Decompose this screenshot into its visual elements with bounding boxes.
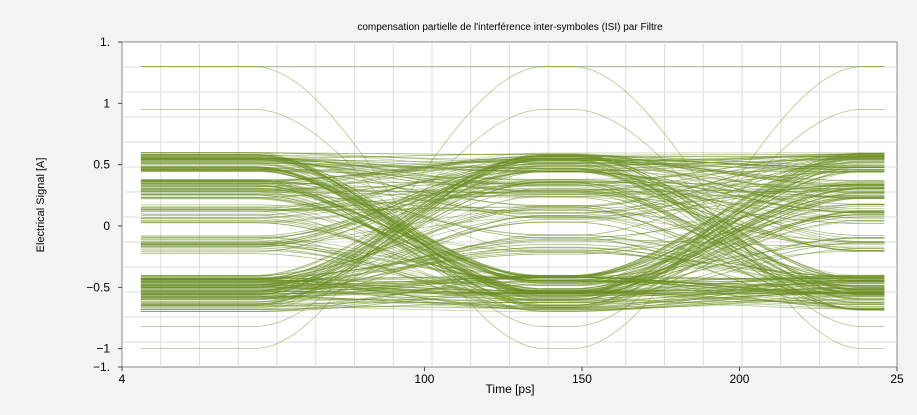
signal-trace bbox=[140, 154, 885, 208]
signal-trace bbox=[140, 159, 885, 253]
signal-traces bbox=[140, 66, 885, 350]
y-tick-label: −1 bbox=[96, 342, 110, 356]
signal-trace bbox=[140, 194, 885, 290]
signal-trace bbox=[140, 155, 885, 309]
y-tick-label: 0.5 bbox=[93, 158, 110, 172]
signal-trace bbox=[140, 278, 885, 310]
signal-trace bbox=[140, 169, 885, 303]
signal-trace bbox=[140, 155, 885, 247]
signal-trace bbox=[140, 182, 885, 300]
y-tick-label: 1. bbox=[100, 35, 110, 49]
signal-trace bbox=[140, 162, 885, 279]
signal-trace bbox=[140, 163, 885, 295]
signal-trace bbox=[140, 159, 885, 295]
signal-trace bbox=[140, 160, 885, 295]
signal-trace bbox=[140, 166, 885, 306]
signal-trace bbox=[140, 181, 885, 295]
axis-ticks: 1. 1 0.5 0 −0.5 −1 −1. 4 100 150 200 25 bbox=[86, 35, 904, 386]
y-tick-label: 1 bbox=[103, 96, 110, 110]
signal-trace bbox=[140, 188, 885, 198]
signal-trace bbox=[140, 281, 885, 292]
signal-trace bbox=[140, 191, 885, 309]
signal-trace bbox=[140, 220, 885, 288]
signal-trace-outlier bbox=[140, 66, 885, 350]
signal-trace bbox=[140, 164, 885, 288]
signal-trace bbox=[140, 156, 885, 290]
signal-trace bbox=[140, 183, 885, 277]
signal-trace bbox=[140, 194, 885, 224]
signal-trace bbox=[140, 152, 885, 295]
y-tick-label: −1. bbox=[93, 360, 110, 374]
signal-trace bbox=[140, 189, 885, 276]
signal-trace bbox=[140, 157, 885, 219]
x-tick-label: 25 bbox=[890, 372, 904, 386]
signal-trace bbox=[140, 160, 885, 311]
signal-trace bbox=[140, 250, 885, 286]
signal-trace bbox=[140, 196, 885, 297]
signal-trace bbox=[140, 163, 885, 306]
signal-trace-outlier bbox=[140, 66, 885, 350]
x-tick-label: 4 bbox=[119, 372, 126, 386]
signal-trace bbox=[140, 167, 885, 287]
signal-trace bbox=[140, 158, 885, 190]
signal-trace bbox=[140, 153, 885, 300]
signal-trace bbox=[140, 281, 885, 310]
signal-trace bbox=[140, 188, 885, 282]
x-axis-label: Time [ps] bbox=[486, 382, 535, 396]
signal-trace bbox=[140, 159, 885, 252]
chart-title: compensation partielle de l'interférence… bbox=[357, 22, 663, 33]
signal-trace bbox=[140, 185, 885, 280]
y-tick-label: −0.5 bbox=[86, 280, 110, 294]
signal-trace bbox=[140, 193, 885, 292]
signal-trace bbox=[140, 152, 885, 194]
signal-trace bbox=[140, 168, 885, 246]
signal-trace bbox=[140, 163, 885, 213]
signal-trace bbox=[140, 180, 885, 298]
signal-trace bbox=[140, 282, 885, 312]
signal-trace bbox=[140, 181, 885, 311]
signal-trace bbox=[140, 158, 885, 209]
signal-trace bbox=[140, 159, 885, 207]
signal-trace bbox=[140, 162, 885, 295]
signal-trace bbox=[140, 157, 885, 214]
signal-trace-outlier bbox=[140, 109, 885, 327]
signal-trace bbox=[140, 158, 885, 306]
x-tick-label: 100 bbox=[414, 372, 434, 386]
signal-trace bbox=[140, 182, 885, 301]
signal-trace bbox=[140, 165, 885, 199]
x-tick-label: 200 bbox=[729, 372, 749, 386]
signal-trace bbox=[140, 171, 885, 195]
signal-trace bbox=[140, 167, 885, 293]
signal-trace bbox=[140, 158, 885, 305]
x-tick-label: 150 bbox=[572, 372, 592, 386]
signal-trace bbox=[140, 285, 885, 296]
signal-trace bbox=[140, 155, 885, 192]
signal-trace bbox=[140, 171, 885, 205]
signal-trace bbox=[140, 155, 885, 240]
signal-trace bbox=[140, 162, 885, 301]
signal-trace bbox=[140, 184, 885, 303]
signal-trace bbox=[140, 183, 885, 279]
signal-trace bbox=[140, 167, 885, 282]
y-axis-label: Electrical Signal [A] bbox=[35, 158, 47, 253]
signal-trace-outlier bbox=[140, 109, 885, 327]
signal-trace bbox=[140, 197, 885, 253]
signal-trace bbox=[140, 153, 885, 238]
signal-trace bbox=[140, 210, 885, 312]
signal-trace bbox=[140, 214, 885, 286]
signal-trace bbox=[140, 165, 885, 294]
signal-trace bbox=[140, 153, 885, 293]
signal-trace bbox=[140, 281, 885, 308]
signal-trace bbox=[140, 165, 885, 290]
y-tick-label: 0 bbox=[103, 219, 110, 233]
signal-trace bbox=[140, 154, 885, 292]
signal-trace bbox=[140, 182, 885, 251]
signal-trace bbox=[140, 154, 885, 310]
signal-trace bbox=[140, 162, 885, 281]
